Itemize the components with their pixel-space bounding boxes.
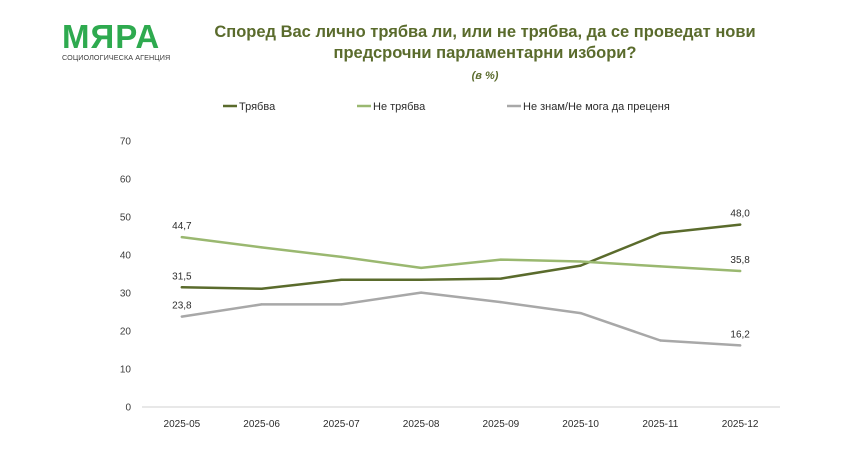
logo: МЯРА СОЦИОЛОГИЧЕСКА АГЕНЦИЯ: [62, 18, 172, 62]
x-tick-label: 2025-07: [323, 419, 360, 430]
data-point: [579, 311, 582, 315]
data-point: [659, 265, 662, 268]
data-point: [340, 255, 343, 259]
data-point: [180, 235, 184, 239]
data-point: [659, 339, 662, 342]
legend-label: Не трябва: [373, 101, 426, 113]
x-tick-label: 2025-10: [562, 419, 599, 430]
y-tick-label: 20: [120, 327, 132, 338]
data-point: [180, 315, 184, 318]
y-tick-label: 0: [125, 403, 131, 414]
data-point: [499, 300, 503, 304]
data-point: [738, 344, 742, 347]
x-tick-label: 2025-12: [722, 419, 759, 430]
x-tick-label: 2025-05: [164, 419, 201, 430]
data-point: [659, 232, 662, 235]
y-tick-label: 70: [120, 137, 132, 148]
title-block: Според Вас лично трябва ли, или не трябв…: [175, 22, 795, 82]
data-label: 31,5: [172, 271, 192, 282]
series-line: [180, 223, 742, 291]
data-point: [340, 303, 343, 306]
y-tick-label: 40: [120, 251, 132, 262]
legend-label: Трябва: [239, 101, 276, 113]
data-point: [180, 286, 184, 289]
data-point: [340, 278, 343, 281]
y-tick-label: 30: [120, 289, 132, 300]
data-point: [419, 278, 423, 281]
y-tick-label: 50: [120, 213, 132, 224]
series-line: [180, 291, 742, 347]
x-tick-label: 2025-08: [403, 419, 440, 430]
chart-title: Според Вас лично трябва ли, или не трябв…: [214, 23, 756, 62]
legend-label: Не знам/Не мога да преценя: [523, 101, 670, 113]
data-point: [738, 269, 742, 273]
y-tick-label: 60: [120, 175, 132, 186]
x-tick-label: 2025-11: [642, 419, 678, 430]
data-point: [579, 260, 582, 263]
x-tick-label: 2025-06: [243, 419, 280, 430]
chart-subtitle: (в %): [471, 70, 499, 82]
data-label: 48,0: [730, 209, 750, 220]
series-line: [180, 235, 742, 273]
data-label: 23,8: [172, 301, 192, 312]
x-tick-label: 2025-09: [483, 419, 520, 430]
data-point: [260, 287, 263, 291]
data-point: [499, 277, 503, 280]
logo-tagline: СОЦИОЛОГИЧЕСКА АГЕНЦИЯ: [62, 53, 171, 62]
data-point: [499, 258, 503, 261]
data-point: [419, 291, 423, 294]
data-point: [260, 303, 263, 306]
data-point: [260, 246, 263, 249]
data-label: 35,8: [730, 255, 750, 266]
data-point: [579, 264, 582, 267]
data-label: 44,7: [172, 221, 192, 232]
logo-wordmark: МЯРА: [62, 18, 161, 55]
y-tick-label: 10: [120, 365, 132, 376]
data-point: [738, 223, 742, 226]
data-point: [419, 266, 423, 270]
data-label: 16,2: [730, 329, 750, 340]
